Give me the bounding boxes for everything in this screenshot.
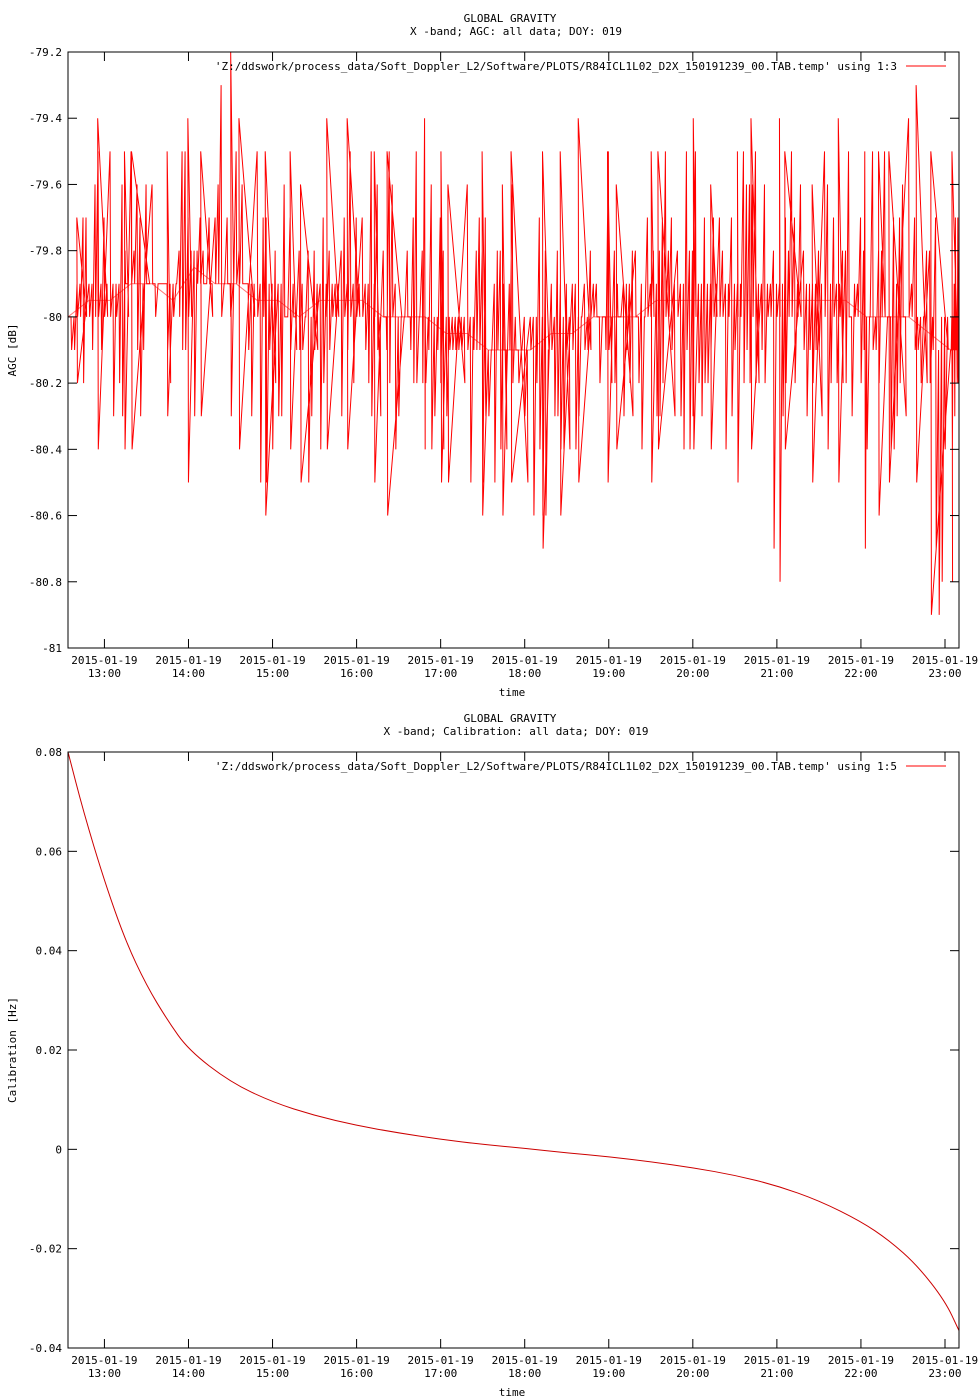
agc-ytick-label: -80 xyxy=(42,311,62,324)
calibration-xtick-date: 2015-01-19 xyxy=(828,1354,894,1367)
calibration-ytick-label: -0.02 xyxy=(29,1243,62,1256)
agc-xtick-date: 2015-01-19 xyxy=(912,654,978,667)
calibration-xtick-date: 2015-01-19 xyxy=(492,1354,558,1367)
agc-xtick-date: 2015-01-19 xyxy=(492,654,558,667)
agc-xtick-date: 2015-01-19 xyxy=(660,654,726,667)
agc-xtick-date: 2015-01-19 xyxy=(576,654,642,667)
agc-series xyxy=(67,51,959,615)
agc-legend-label: 'Z:/ddswork/process_data/Soft_Doppler_L2… xyxy=(215,60,897,73)
agc-ytick-label: -81 xyxy=(42,642,62,655)
agc-ytick-label: -80.2 xyxy=(29,377,62,390)
agc-ylabel: AGC [dB] xyxy=(6,324,19,377)
agc-series-line xyxy=(68,51,959,615)
agc-ytick-label: -79.2 xyxy=(29,46,62,59)
calibration-xtick-time: 16:00 xyxy=(340,1367,373,1380)
agc-xtick-time: 21:00 xyxy=(760,667,793,680)
agc-xtick-time: 20:00 xyxy=(676,667,709,680)
agc-xtick-date: 2015-01-19 xyxy=(155,654,221,667)
agc-xtick-date: 2015-01-19 xyxy=(239,654,305,667)
calibration-chart-title: GLOBAL GRAVITY xyxy=(464,712,557,725)
agc-x-ticks: 2015-01-1913:002015-01-1914:002015-01-19… xyxy=(71,52,978,680)
agc-xtick-time: 18:00 xyxy=(508,667,541,680)
agc-xtick-time: 22:00 xyxy=(844,667,877,680)
calibration-xtick-date: 2015-01-19 xyxy=(576,1354,642,1367)
calibration-xtick-date: 2015-01-19 xyxy=(744,1354,810,1367)
calibration-ytick-label: -0.04 xyxy=(29,1342,62,1355)
calibration-xtick-time: 13:00 xyxy=(88,1367,121,1380)
agc-xtick-date: 2015-01-19 xyxy=(408,654,474,667)
calibration-xtick-time: 14:00 xyxy=(172,1367,205,1380)
calibration-legend-label: 'Z:/ddswork/process_data/Soft_Doppler_L2… xyxy=(215,760,897,773)
agc-chart-subtitle: X -band; AGC: all data; DOY: 019 xyxy=(410,25,622,38)
calibration-ytick-label: 0.04 xyxy=(36,945,63,958)
calibration-xtick-time: 17:00 xyxy=(424,1367,457,1380)
agc-chart-title: GLOBAL GRAVITY xyxy=(464,12,557,25)
agc-series-core xyxy=(67,266,959,351)
agc-ytick-label: -79.8 xyxy=(29,245,62,258)
calibration-xtick-time: 19:00 xyxy=(592,1367,625,1380)
calibration-xlabel: time xyxy=(499,1386,526,1399)
calibration-series xyxy=(67,751,960,1331)
agc-ytick-label: -79.4 xyxy=(29,112,62,125)
calibration-xtick-time: 21:00 xyxy=(760,1367,793,1380)
calibration-ytick-label: 0 xyxy=(55,1143,62,1156)
calibration-xtick-date: 2015-01-19 xyxy=(323,1354,389,1367)
calibration-ylabel: Calibration [Hz] xyxy=(6,997,19,1103)
agc-ytick-label: -80.4 xyxy=(29,443,62,456)
agc-y-ticks: -79.2 -79.4 -79.6 -79.8 -80 -80.2 -80.4 -80.6 -8… xyxy=(29,46,959,655)
calibration-plot-frame xyxy=(67,751,960,1349)
agc-ytick-label: -80.8 xyxy=(29,576,62,589)
agc-xtick-time: 17:00 xyxy=(424,667,457,680)
agc-ytick-label: -79.6 xyxy=(29,178,62,191)
agc-xtick-time: 13:00 xyxy=(88,667,121,680)
calibration-x-ticks: 2015-01-1913:002015-01-1914:002015-01-19… xyxy=(71,752,978,1380)
calibration-xtick-date: 2015-01-19 xyxy=(408,1354,474,1367)
calibration-ytick-label: 0.02 xyxy=(36,1044,63,1057)
calibration-xtick-date: 2015-01-19 xyxy=(71,1354,137,1367)
calibration-chart-subtitle: X -band; Calibration: all data; DOY: 019 xyxy=(384,725,649,738)
agc-xtick-time: 23:00 xyxy=(928,667,961,680)
agc-xtick-time: 19:00 xyxy=(592,667,625,680)
calibration-ytick-label: 0.08 xyxy=(36,746,63,759)
calibration-xtick-time: 23:00 xyxy=(928,1367,961,1380)
calibration-xtick-date: 2015-01-19 xyxy=(660,1354,726,1367)
agc-chart: GLOBAL GRAVITY X -band; AGC: all data; D… xyxy=(6,12,978,699)
agc-xtick-date: 2015-01-19 xyxy=(744,654,810,667)
agc-xtick-time: 16:00 xyxy=(340,667,373,680)
calibration-xtick-time: 18:00 xyxy=(508,1367,541,1380)
agc-xtick-date: 2015-01-19 xyxy=(323,654,389,667)
agc-xtick-time: 15:00 xyxy=(256,667,289,680)
calibration-xtick-date: 2015-01-19 xyxy=(239,1354,305,1367)
calibration-xtick-date: 2015-01-19 xyxy=(155,1354,221,1367)
agc-xtick-date: 2015-01-19 xyxy=(71,654,137,667)
calibration-xtick-time: 22:00 xyxy=(844,1367,877,1380)
agc-plot-frame xyxy=(67,51,960,649)
agc-xtick-time: 14:00 xyxy=(172,667,205,680)
calibration-ytick-label: 0.06 xyxy=(36,845,63,858)
calibration-xtick-date: 2015-01-19 xyxy=(912,1354,978,1367)
agc-xtick-date: 2015-01-19 xyxy=(828,654,894,667)
calibration-y-ticks: 0.08 0.06 0.04 0.02 0 -0.02 -0.04 xyxy=(29,746,959,1355)
calibration-xtick-time: 15:00 xyxy=(256,1367,289,1380)
agc-xlabel: time xyxy=(499,686,526,699)
agc-ytick-label: -80.6 xyxy=(29,510,62,523)
calibration-chart: GLOBAL GRAVITY X -band; Calibration: all… xyxy=(6,712,978,1399)
calibration-series-line xyxy=(67,751,960,1331)
calibration-xtick-time: 20:00 xyxy=(676,1367,709,1380)
